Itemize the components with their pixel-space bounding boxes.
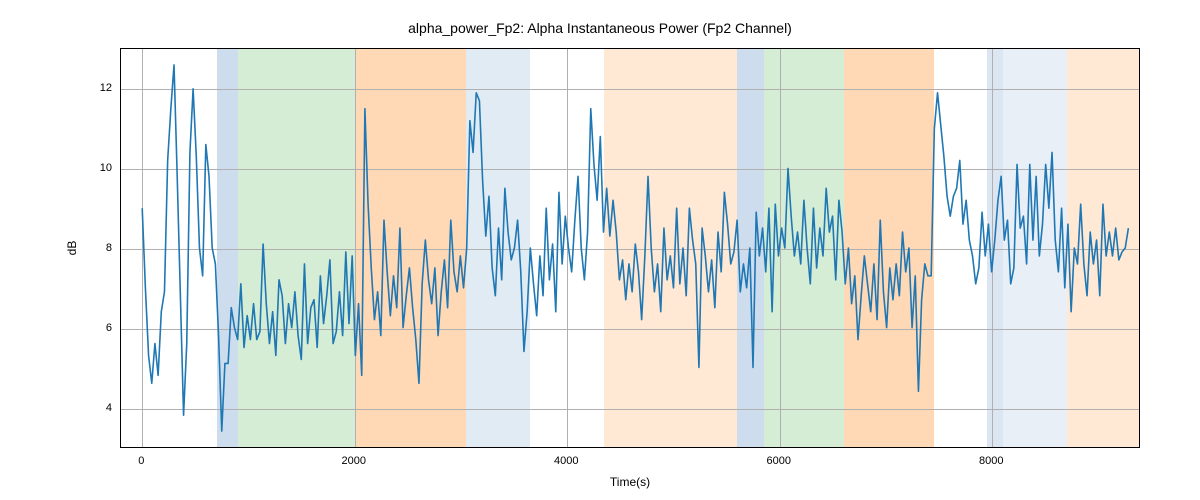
chart-title: alpha_power_Fp2: Alpha Instantaneous Pow… — [0, 20, 1200, 36]
line-series — [121, 49, 1139, 447]
figure: alpha_power_Fp2: Alpha Instantaneous Pow… — [0, 0, 1200, 500]
y-tick-label: 10 — [100, 162, 112, 174]
y-tick-label: 6 — [106, 322, 112, 334]
x-tick-label: 8000 — [979, 455, 1003, 467]
y-tick-label: 4 — [106, 402, 112, 414]
x-axis-label: Time(s) — [610, 475, 650, 489]
y-axis-label: dB — [65, 241, 79, 256]
y-tick-label: 8 — [106, 242, 112, 254]
plot-area — [120, 48, 1140, 448]
y-tick-label: 12 — [100, 82, 112, 94]
x-tick-label: 6000 — [767, 455, 791, 467]
series-line — [142, 65, 1128, 431]
x-tick-label: 2000 — [342, 455, 366, 467]
x-tick-label: 0 — [138, 455, 144, 467]
x-tick-label: 4000 — [554, 455, 578, 467]
